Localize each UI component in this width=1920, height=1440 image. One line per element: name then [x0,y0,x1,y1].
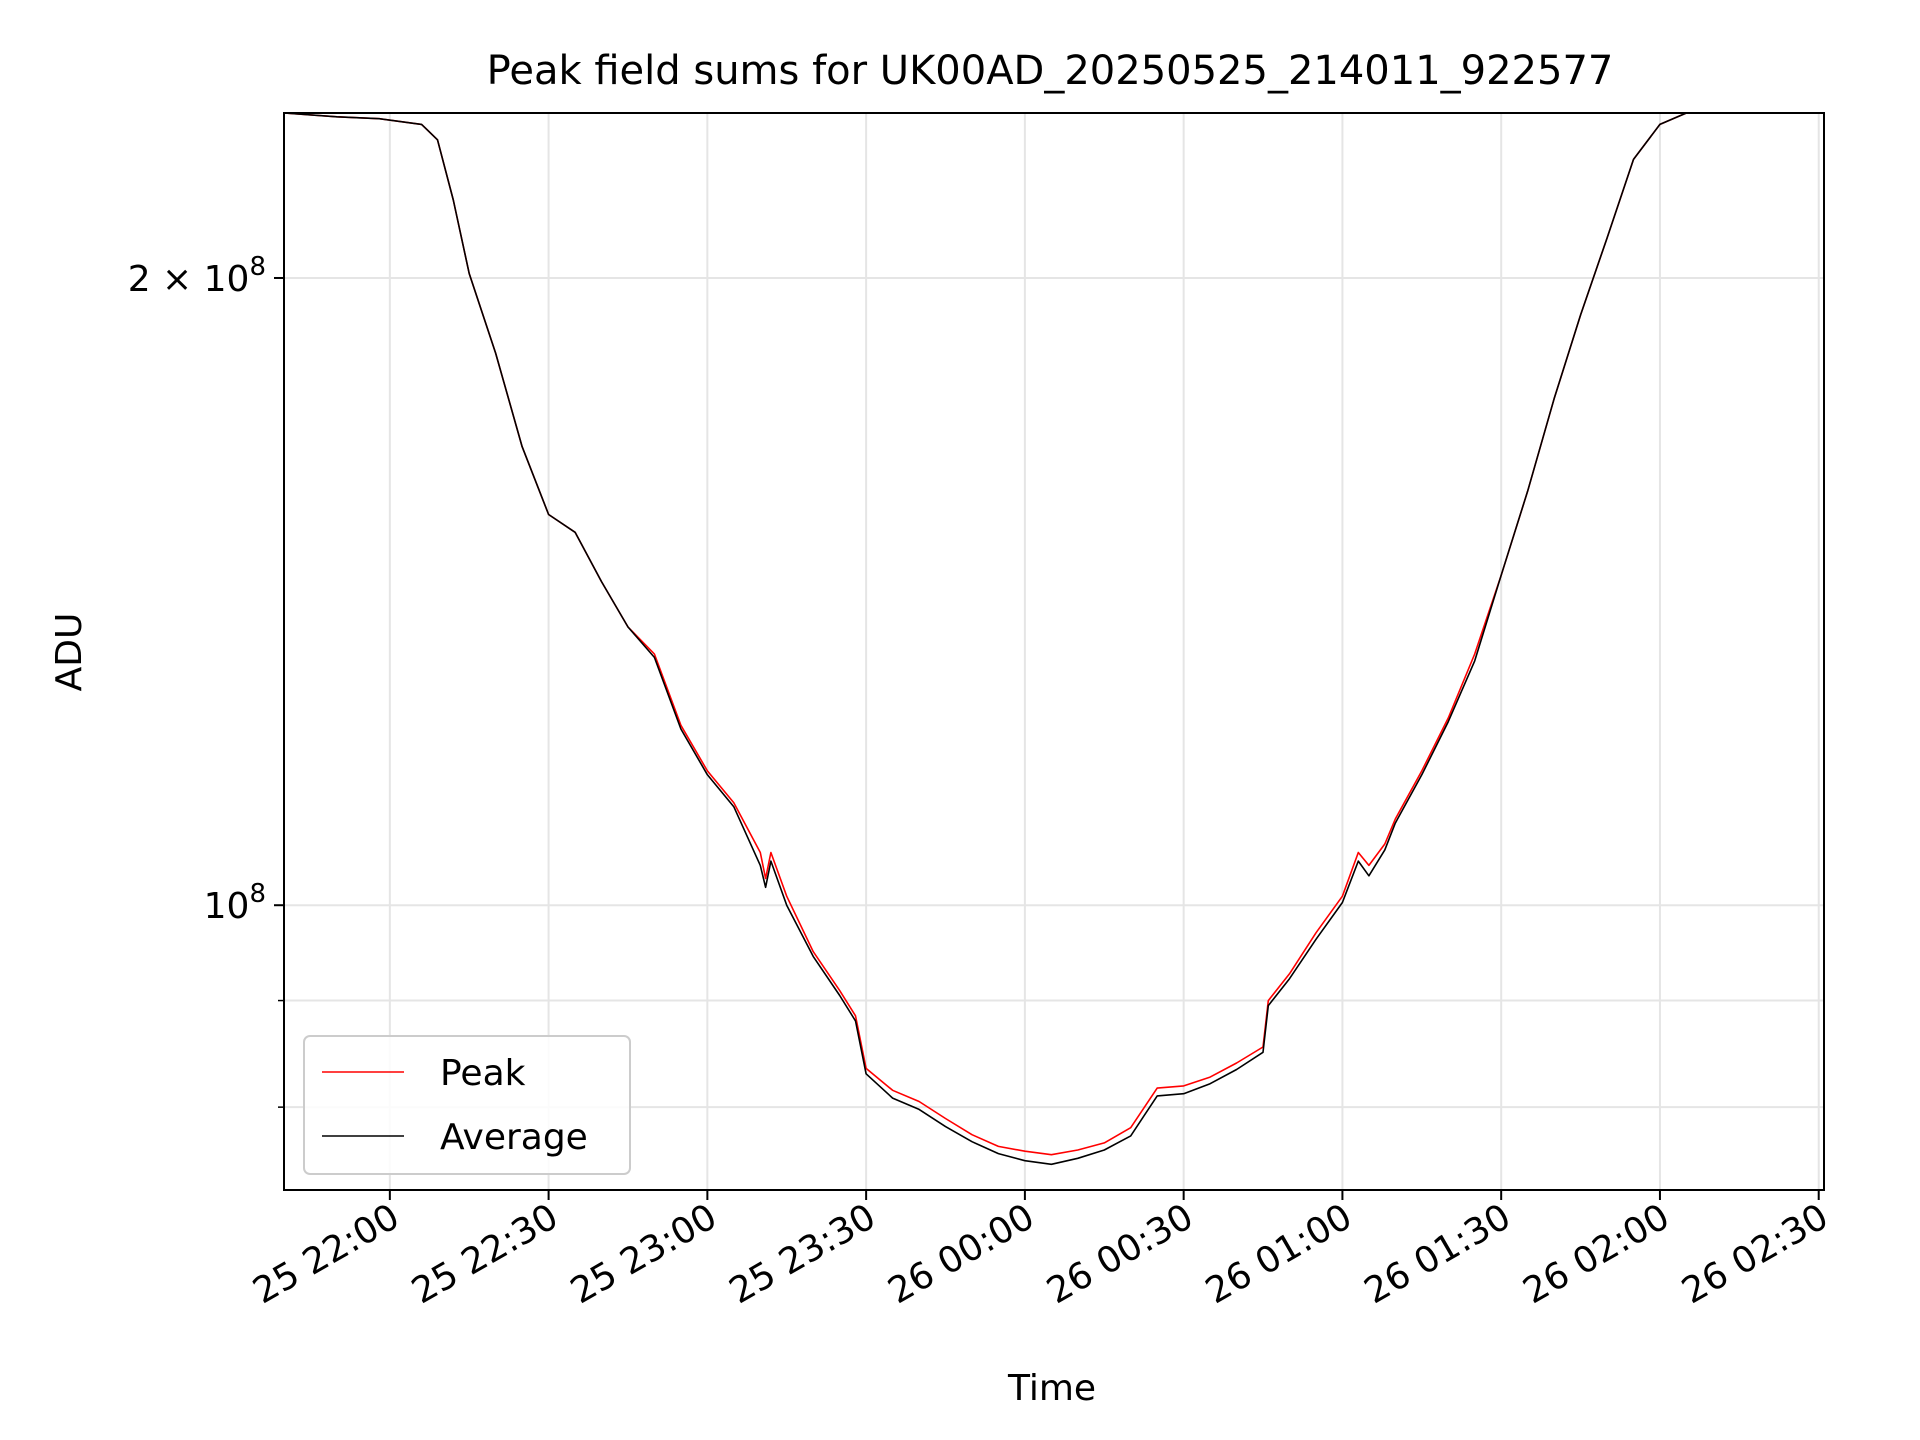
legend: Peak Average [303,1035,631,1175]
axes-frame [283,112,1825,1191]
chart-title: Peak field sums for UK00AD_20250525_2140… [487,48,1614,94]
y-axis-label: ADU [49,613,90,692]
legend-box [303,1035,631,1175]
plot-area [283,112,1824,1166]
series-line-average [283,112,1824,1166]
x-axis-label: Time [1007,1368,1096,1409]
y-tick-label-base: 2 × 10 [128,259,250,300]
y-tick-label-exponent: 8 [249,252,266,282]
y-tick-label-exponent: 8 [249,879,266,909]
legend-label-average: Average [440,1117,588,1158]
y-tick-label: 2 × 108 [128,252,266,300]
legend-label-peak: Peak [440,1053,526,1094]
y-tick-label-base: 10 [204,886,250,927]
grid-lines [284,113,1824,1190]
y-tick-label: 108 [204,879,266,927]
